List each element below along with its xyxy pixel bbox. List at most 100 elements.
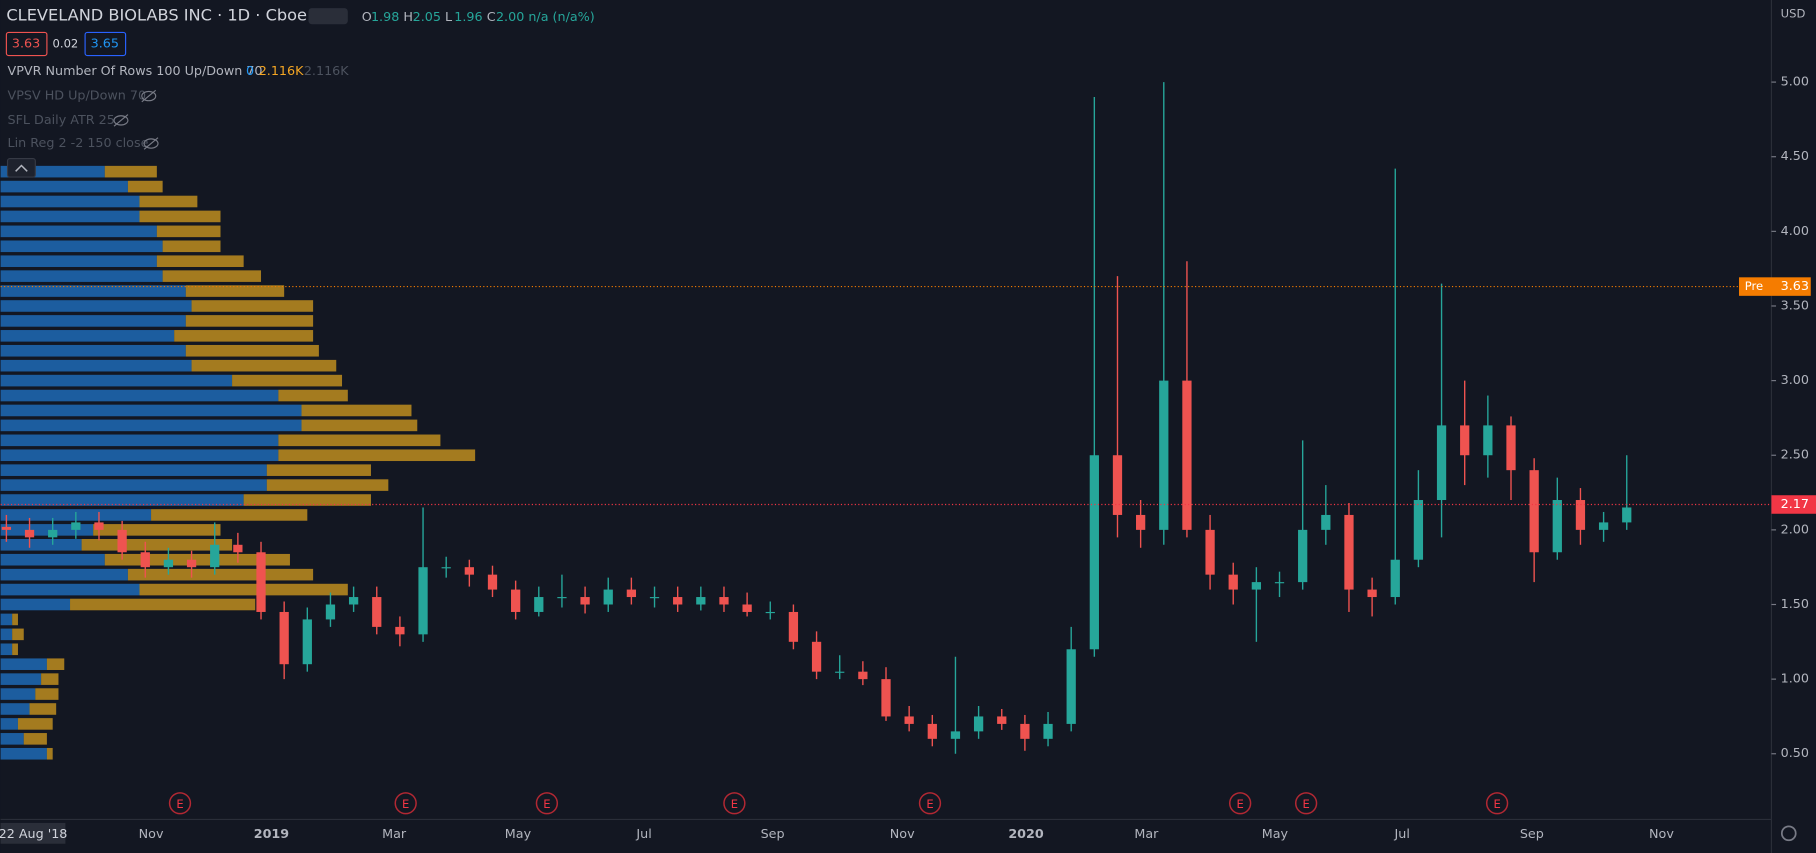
candle-body [233, 544, 243, 553]
earnings-marker[interactable] [1485, 792, 1509, 815]
time-label: May [1262, 827, 1289, 842]
candle-body [1529, 470, 1539, 553]
time-label: 2019 [254, 827, 290, 842]
earnings-marker[interactable] [1229, 792, 1252, 815]
candle-body [117, 529, 127, 553]
volume-down-bar [162, 270, 262, 282]
earnings-marker[interactable] [723, 792, 746, 815]
y-tick-label: 3.50 [1781, 298, 1809, 313]
earnings-label: E [1493, 797, 1500, 811]
indicator-value: 0 [246, 64, 254, 79]
candle-body [788, 611, 799, 642]
indicator-name[interactable]: Lin Reg 2 -2 150 close [8, 136, 149, 151]
indicator-name[interactable]: VPSV HD Up/Down 70 [8, 89, 147, 104]
hidden-eye-icon[interactable] [143, 138, 159, 149]
time-label: Nov [1649, 827, 1674, 842]
volume-up-bar [0, 598, 71, 611]
earnings-label: E [176, 797, 183, 811]
volume-down-bar [278, 389, 348, 402]
volume-up-bar [0, 419, 302, 432]
volume-down-bar [191, 300, 314, 312]
volume-up-bar [0, 434, 279, 447]
currency: USD [1781, 6, 1806, 20]
volume-up-bar [0, 255, 157, 267]
volume-up-bar [0, 583, 140, 596]
time-label: May [505, 827, 532, 842]
bid-box[interactable] [5, 31, 48, 57]
time-label: Mar [382, 827, 407, 842]
y-tick-label: 1.00 [1781, 672, 1809, 687]
volume-down-bar [12, 613, 18, 626]
ask-box[interactable] [84, 31, 127, 57]
candle-body [140, 552, 150, 568]
candle-body [1413, 500, 1424, 560]
candle-body [302, 619, 312, 665]
volume-up-bar [0, 225, 157, 238]
candle-body [48, 529, 58, 538]
volume-down-bar [46, 747, 53, 760]
volume-down-bar [81, 539, 233, 551]
volume-down-bar [266, 479, 389, 491]
time-label: 22 Aug '18 [0, 827, 67, 842]
volume-down-bar [93, 524, 221, 536]
candle-body [1321, 514, 1331, 530]
hidden-eye-icon[interactable] [141, 90, 157, 102]
earnings-marker[interactable] [918, 792, 942, 815]
volume-down-bar [151, 509, 308, 521]
price-line-value: 3.63 [1781, 279, 1809, 294]
candle-body [881, 679, 891, 717]
volume-up-bar [0, 613, 13, 626]
candle-body [1159, 380, 1169, 530]
candle-body [649, 597, 660, 599]
y-tick-label: 1.50 [1781, 597, 1809, 612]
candle-body [325, 604, 336, 620]
earnings-marker[interactable] [168, 792, 192, 815]
volume-up-bar [0, 359, 192, 372]
volume-down-bar [139, 583, 348, 596]
hidden-eye-slash [141, 89, 157, 103]
volume-up-bar [0, 315, 186, 327]
hidden-eye-slash [143, 137, 159, 150]
indicator-name[interactable]: SFL Daily ATR 25 [8, 113, 115, 128]
volume-down-bar [191, 359, 337, 372]
volume-up-bar [0, 524, 94, 536]
y-tick-label: 2.50 [1781, 448, 1809, 463]
volume-up-bar [0, 180, 128, 193]
volume-up-bar [0, 733, 24, 745]
price-line-value: 2.17 [1781, 497, 1809, 512]
volume-up-bar [0, 464, 267, 476]
earnings-marker[interactable] [1294, 792, 1318, 815]
volume-up-bar [0, 240, 163, 253]
volume-up-bar [0, 673, 42, 685]
volume-down-bar [12, 628, 24, 641]
candle-body [1, 526, 12, 530]
candle-body [256, 552, 266, 612]
candle-body [673, 597, 683, 605]
volume-down-bar [243, 494, 371, 506]
y-tick-label: 4.00 [1781, 224, 1809, 239]
settings-icon[interactable] [1780, 825, 1797, 842]
indicator-name[interactable]: VPVR Number Of Rows 100 Up/Down 70 [8, 64, 263, 79]
candle-body [1205, 529, 1215, 575]
volume-down-bar [35, 688, 59, 700]
earnings-marker[interactable] [394, 792, 417, 815]
candle-body [1367, 589, 1377, 598]
earnings-label: E [543, 797, 550, 811]
collapse-button[interactable] [6, 157, 36, 178]
volume-down-bar [29, 703, 57, 715]
candle-body [1298, 529, 1308, 583]
volume-down-bar [156, 225, 221, 238]
flags-icon[interactable] [308, 8, 348, 25]
hidden-eye-icon[interactable] [113, 115, 129, 126]
candle-body [1344, 514, 1354, 590]
volume-up-bar [0, 643, 13, 656]
candle-body [1483, 425, 1493, 456]
earnings-marker[interactable] [535, 792, 559, 815]
volume-down-bar [17, 718, 53, 730]
time-label: Nov [139, 827, 164, 842]
volume-up-bar [0, 389, 279, 402]
volume-up-bar [0, 553, 105, 566]
candle-body [441, 567, 451, 569]
candle-body [1274, 582, 1285, 584]
y-tick-label: 3.00 [1781, 373, 1809, 388]
